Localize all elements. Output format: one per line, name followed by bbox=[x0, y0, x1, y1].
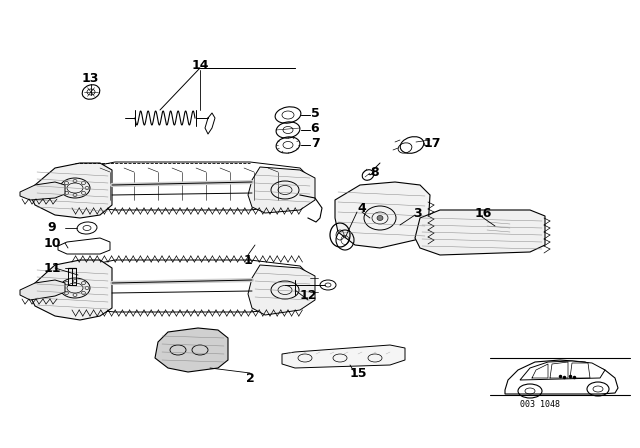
Polygon shape bbox=[335, 182, 430, 248]
Polygon shape bbox=[30, 260, 112, 320]
Polygon shape bbox=[248, 167, 315, 213]
Polygon shape bbox=[58, 238, 110, 254]
Text: 8: 8 bbox=[371, 165, 380, 178]
Text: 2: 2 bbox=[246, 371, 254, 384]
Text: 9: 9 bbox=[48, 220, 56, 233]
Text: 16: 16 bbox=[474, 207, 492, 220]
Text: 17: 17 bbox=[423, 137, 441, 150]
Text: 7: 7 bbox=[310, 137, 319, 150]
Polygon shape bbox=[30, 163, 112, 218]
Polygon shape bbox=[282, 345, 405, 368]
Text: 10: 10 bbox=[44, 237, 61, 250]
Text: 3: 3 bbox=[413, 207, 422, 220]
Text: 15: 15 bbox=[349, 366, 367, 379]
Polygon shape bbox=[484, 218, 512, 236]
Text: 14: 14 bbox=[191, 59, 209, 72]
Polygon shape bbox=[415, 210, 545, 255]
Polygon shape bbox=[20, 280, 65, 300]
Polygon shape bbox=[20, 182, 65, 200]
Text: 12: 12 bbox=[300, 289, 317, 302]
Text: 003 1048: 003 1048 bbox=[520, 400, 560, 409]
Polygon shape bbox=[62, 162, 310, 210]
Text: 4: 4 bbox=[358, 202, 366, 215]
Text: 1: 1 bbox=[244, 254, 252, 267]
Text: 11: 11 bbox=[44, 262, 61, 275]
Polygon shape bbox=[520, 361, 605, 380]
Text: 5: 5 bbox=[310, 107, 319, 120]
Polygon shape bbox=[505, 360, 618, 394]
Ellipse shape bbox=[377, 215, 383, 220]
Polygon shape bbox=[155, 328, 228, 372]
Polygon shape bbox=[248, 265, 315, 315]
Text: 6: 6 bbox=[310, 121, 319, 134]
Text: 13: 13 bbox=[81, 72, 99, 85]
Polygon shape bbox=[62, 260, 310, 312]
